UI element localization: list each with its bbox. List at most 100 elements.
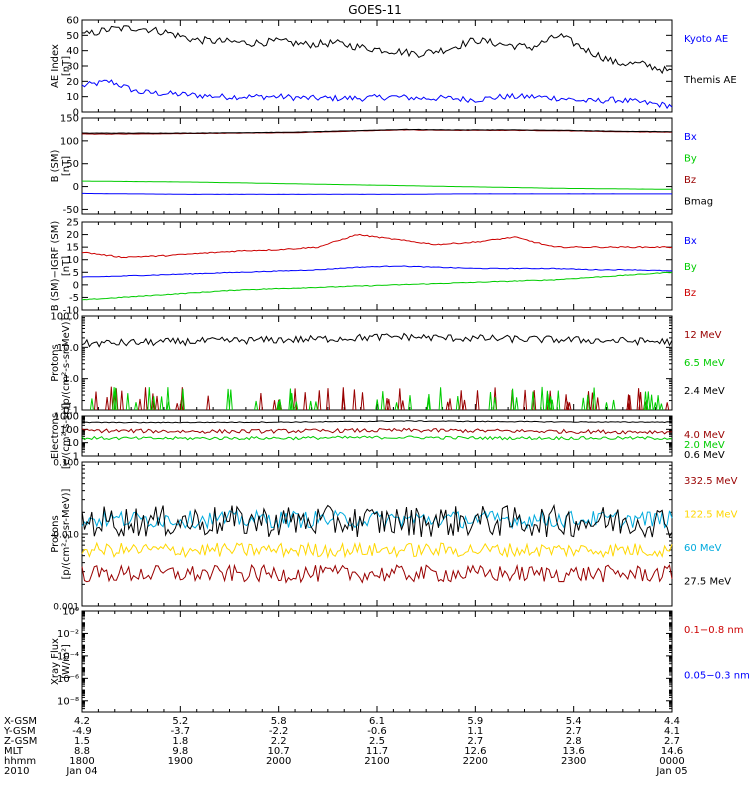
ephemeris-value: 9.8	[172, 746, 188, 757]
panel-frame	[81, 315, 673, 411]
ephemeris-value: 2100	[364, 756, 389, 767]
ephemeris-value: Jan 05	[655, 766, 687, 777]
series-line	[81, 420, 673, 424]
legend-entry: 2.4 MeV	[684, 386, 725, 397]
ephemeris-row-label: MLT	[4, 746, 24, 757]
chart-title: GOES-11	[348, 3, 402, 17]
legend-entry: By	[684, 262, 697, 273]
y-axis-label: B (SM)	[50, 149, 61, 182]
y-tick-label: 10	[66, 255, 79, 266]
series-line	[82, 192, 672, 195]
ephemeris-value: 13.6	[563, 746, 585, 757]
ephemeris-value: 14.6	[661, 746, 683, 757]
y-tick-label: 30	[66, 62, 79, 73]
ephemeris-value: 2.7	[467, 736, 483, 747]
legend-entry: 27.5 MeV	[684, 577, 731, 588]
legend-entry: By	[684, 154, 697, 165]
legend-entry: 6.5 MeV	[684, 358, 725, 369]
ephemeris-row-label: Y-GSM	[3, 726, 36, 737]
ephemeris-value: 1.8	[172, 736, 188, 747]
series-line	[82, 128, 673, 134]
legend-entry: Bx	[684, 132, 697, 143]
y-tick-label: -5	[69, 293, 79, 304]
y-tick-label: 0	[73, 108, 79, 119]
ephemeris-value: 2000	[266, 756, 291, 767]
ephemeris-value: 4.1	[664, 726, 680, 737]
y-tick-label: 60	[66, 16, 79, 27]
y-tick-label: 10.0	[57, 343, 79, 354]
y-tick-label: 10⁻⁸	[57, 696, 79, 707]
ephemeris-value: 6.1	[369, 716, 385, 727]
y-tick-label: 0.1	[63, 406, 79, 417]
series-line	[81, 265, 673, 278]
y-axis-label: AE Index	[50, 44, 61, 88]
series-line	[81, 541, 673, 559]
series-line	[81, 79, 673, 110]
y-tick-label: 100.0	[50, 312, 79, 323]
legend-entry: 12 MeV	[684, 330, 722, 341]
ephemeris-table: X-GSMY-GSMZ-GSMMLThhmm20104.2-4.91.58.81…	[3, 716, 688, 777]
ephemeris-row-label: hhmm	[4, 756, 36, 767]
ephemeris-value: 2300	[561, 756, 586, 767]
legend-entry: 2.0 MeV	[684, 440, 725, 451]
y-tick-label: 5	[73, 268, 79, 279]
legend-entry: 0.6 MeV	[684, 450, 725, 461]
ephemeris-value: 0000	[659, 756, 684, 767]
y-tick-label: 1.0	[63, 374, 79, 385]
panel-7: 10⁻⁸ 10⁻⁶ 10⁻⁴ 10⁻² 10⁰ Xray Flux [W/m²] 0.1−0.…	[50, 607, 750, 713]
y-tick-label: 40	[66, 46, 79, 57]
ephemeris-value: Jan 04	[65, 766, 97, 777]
y-tick-label: 15	[66, 243, 79, 254]
ephemeris-value: 2.2	[271, 736, 287, 747]
legend-entry: Kyoto AE	[684, 34, 728, 45]
legend-entry: Bz	[684, 175, 696, 186]
legend-entry: 4.0 MeV	[684, 430, 725, 441]
series-line	[82, 180, 672, 190]
y-axis-label: B (SM)−IGRF (SM)	[50, 221, 61, 312]
ephemeris-value: -4.9	[72, 726, 92, 737]
ephemeris-value: 2.8	[566, 736, 582, 747]
y-tick-label: -50	[63, 205, 79, 216]
y-tick-label: 20	[66, 77, 79, 88]
y-axis-label: [e/(cm²-s-sr)]	[61, 403, 72, 469]
ephemeris-value: 1.1	[467, 726, 483, 737]
y-axis-label: Protons	[50, 515, 61, 552]
panel-1: 0 10 20 30 40 50 60 AE Index [nT] Kyoto AE Themis …	[50, 16, 737, 119]
y-tick-label: 10⁻⁶	[57, 674, 79, 685]
y-tick-label: 10⁰	[62, 607, 79, 618]
panel-6: 0.001 0.010 0.100 Protons [p/(cm²-s-sr-MeV)]…	[50, 459, 738, 613]
y-tick-label: 0	[73, 280, 79, 291]
series-line	[89, 386, 664, 411]
series-line	[81, 508, 673, 530]
y-tick-label: 100	[60, 136, 79, 147]
ephemeris-value: 2.7	[566, 726, 582, 737]
y-tick-label: 0.001	[53, 603, 79, 613]
ephemeris-value: 4.2	[74, 716, 90, 727]
series-line	[81, 233, 673, 259]
ephemeris-value: 1900	[168, 756, 193, 767]
y-axis-label: [p/(cm²-s-sr-MeV)]	[61, 317, 72, 408]
series-line	[81, 563, 673, 584]
legend-entry: 332.5 MeV	[684, 476, 738, 487]
legend-entry: 60 MeV	[684, 543, 722, 554]
panel-frame	[81, 117, 673, 215]
y-axis-label: Xray Flux	[50, 638, 61, 685]
panel-frame	[81, 610, 673, 713]
y-axis-label: Protons	[50, 344, 61, 381]
panel-2: -50 0 50 100 150 B (SM) [nT] Bx By Bz Bmag	[50, 114, 713, 216]
ephemeris-value: 5.8	[271, 716, 287, 727]
ephemeris-value: 2.7	[664, 736, 680, 747]
y-tick-label: 0.010	[53, 531, 79, 541]
series-line	[81, 332, 673, 348]
y-axis-label: [p/(cm²-s-sr-MeV)]	[61, 488, 72, 579]
series-line	[81, 435, 673, 441]
ephemeris-value: -2.2	[269, 726, 289, 737]
legend-entry: 0.05−0.3 nm	[684, 671, 750, 682]
ephemeris-value: 4.4	[664, 716, 680, 727]
ephemeris-row-label: 2010	[4, 766, 29, 777]
ephemeris-value: 2.5	[369, 736, 385, 747]
legend-entry: 0.1−0.8 nm	[684, 625, 743, 636]
panel-frame	[81, 19, 673, 113]
